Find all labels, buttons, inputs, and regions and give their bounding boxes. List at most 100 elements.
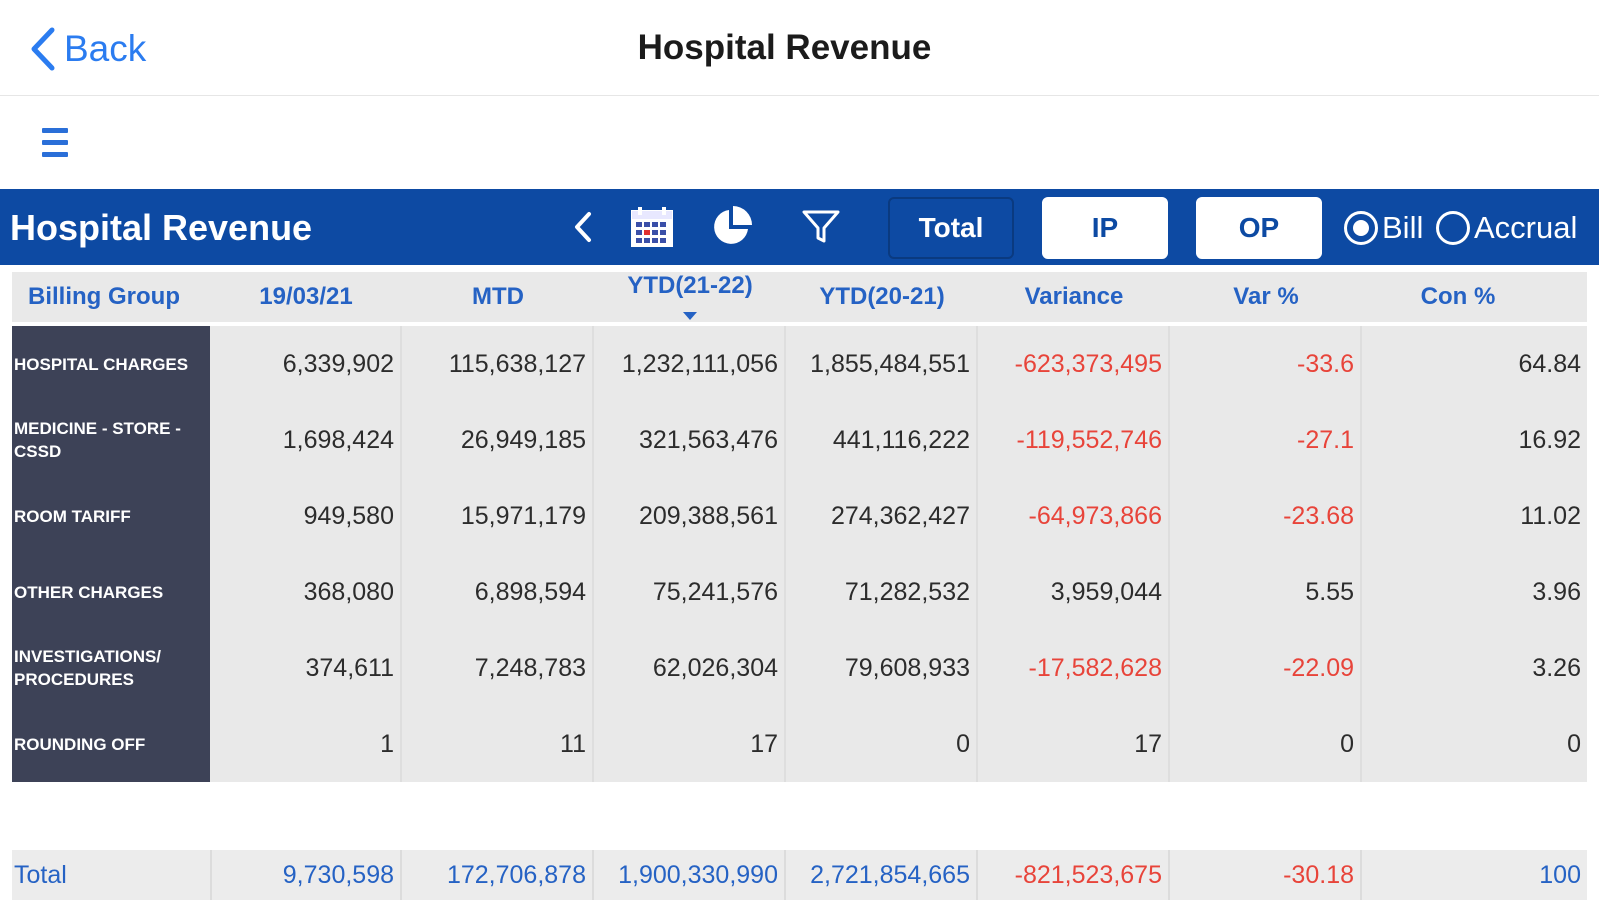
back-label: Back bbox=[64, 28, 147, 69]
table-cell: 441,116,222 bbox=[832, 425, 970, 454]
table-row[interactable]: HOSPITAL CHARGES 6,339,902 115,638,127 1… bbox=[12, 326, 1587, 402]
table-cell: 0 bbox=[956, 729, 970, 758]
table-cell: 17 bbox=[1134, 729, 1162, 758]
table-cell: 26,949,185 bbox=[460, 425, 586, 454]
row-label: INVESTIGATIONS/ PROCEDURES bbox=[12, 630, 210, 706]
total-cell: -30.18 bbox=[1283, 860, 1354, 889]
table-cell: 16.92 bbox=[1518, 425, 1581, 454]
table-cell: 374,611 bbox=[305, 653, 394, 682]
chevron-left-icon bbox=[575, 212, 591, 242]
ip-button[interactable]: IP bbox=[1042, 197, 1168, 259]
total-cell: 2,721,854,665 bbox=[810, 860, 970, 889]
navigation-bar: Back Hospital Revenue bbox=[0, 0, 1599, 96]
table-row[interactable]: ROOM TARIFF 949,580 15,971,179 209,388,5… bbox=[12, 478, 1587, 554]
pie-chart-icon bbox=[714, 206, 752, 244]
table-cell: 11 bbox=[560, 729, 586, 758]
total-cell: 1,900,330,990 bbox=[618, 860, 778, 889]
table-row[interactable]: ROUNDING OFF 1 11 17 0 17 0 0 bbox=[12, 706, 1587, 782]
radio-selected-icon bbox=[1344, 211, 1378, 245]
report-title: Hospital Revenue bbox=[10, 207, 313, 248]
sort-descending-icon bbox=[683, 312, 697, 320]
table-cell: 1,232,111,056 bbox=[621, 349, 778, 378]
table-row[interactable]: MEDICINE - STORE - CSSD 1,698,424 26,949… bbox=[12, 402, 1587, 478]
table-cell: -119,552,746 bbox=[1016, 425, 1163, 454]
table-cell: 64.84 bbox=[1518, 349, 1581, 378]
table-cell: 11.02 bbox=[1520, 501, 1581, 530]
table-row[interactable]: INVESTIGATIONS/ PROCEDURES 374,611 7,248… bbox=[12, 630, 1587, 706]
back-button[interactable]: Back bbox=[28, 26, 146, 72]
total-cell: -821,523,675 bbox=[1014, 860, 1162, 889]
table-cell: 274,362,427 bbox=[830, 501, 970, 530]
filter-icon bbox=[802, 210, 840, 243]
table-cell: 368,080 bbox=[303, 577, 394, 606]
table-cell: 6,898,594 bbox=[474, 577, 586, 606]
table-cell: 79,608,933 bbox=[844, 653, 970, 682]
page-title: Hospital Revenue bbox=[637, 28, 932, 67]
table-cell: -64,973,866 bbox=[1028, 501, 1162, 530]
column-header-var-percent[interactable]: Var % bbox=[1233, 283, 1299, 310]
table-cell: 62,026,304 bbox=[652, 653, 778, 682]
table-cell: 1,855,484,551 bbox=[810, 349, 970, 378]
column-header-ytd-20-21[interactable]: YTD(20-21) bbox=[819, 283, 945, 310]
column-header-mtd[interactable]: MTD bbox=[472, 283, 524, 310]
table-cell: 1,698,424 bbox=[282, 425, 394, 454]
chevron-left-icon bbox=[31, 27, 55, 71]
table-cell: 0 bbox=[1567, 729, 1581, 758]
table-cell: 6,339,902 bbox=[282, 349, 394, 378]
row-label: ROOM TARIFF bbox=[12, 478, 210, 554]
table-cell: 71,282,532 bbox=[844, 577, 970, 606]
table-cell: -17,582,628 bbox=[1028, 653, 1162, 682]
column-header-ytd-21-22[interactable]: YTD(21-22) bbox=[594, 272, 786, 322]
column-header-variance[interactable]: Variance bbox=[1024, 283, 1124, 310]
table-cell: 15,971,179 bbox=[460, 501, 586, 530]
column-header-date[interactable]: 19/03/21 bbox=[259, 283, 353, 310]
previous-button[interactable] bbox=[568, 205, 598, 249]
column-header-ytd-21-22-label: YTD(21-22) bbox=[627, 272, 753, 299]
row-label: MEDICINE - STORE - CSSD bbox=[12, 402, 210, 478]
total-row: Total 9,730,598 172,706,878 1,900,330,99… bbox=[12, 850, 1587, 900]
column-header-billing-group[interactable]: Billing Group bbox=[28, 283, 180, 310]
total-label: Total bbox=[14, 860, 67, 889]
table-cell: 75,241,576 bbox=[652, 577, 778, 606]
table-cell: 0 bbox=[1340, 729, 1354, 758]
table-cell: 115,638,127 bbox=[448, 349, 586, 378]
table-cell: -23.68 bbox=[1283, 501, 1354, 530]
report-toolbar: Hospital Revenue Total bbox=[0, 189, 1599, 265]
row-label: HOSPITAL CHARGES bbox=[12, 326, 210, 402]
table-cell: -33.6 bbox=[1297, 349, 1354, 378]
table-cell: 949,580 bbox=[303, 501, 394, 530]
hamburger-menu-icon[interactable] bbox=[42, 128, 68, 162]
row-label: ROUNDING OFF bbox=[12, 706, 210, 782]
table-cell: -27.1 bbox=[1297, 425, 1354, 454]
column-header-con-percent[interactable]: Con % bbox=[1420, 283, 1496, 310]
table-cell: 17 bbox=[750, 729, 778, 758]
chart-button[interactable] bbox=[706, 205, 756, 249]
accrual-radio[interactable]: Accrual bbox=[1436, 207, 1577, 249]
calendar-icon bbox=[631, 207, 673, 247]
table-cell: 3.96 bbox=[1532, 577, 1581, 606]
op-button[interactable]: OP bbox=[1196, 197, 1322, 259]
table-cell: 7,248,783 bbox=[474, 653, 586, 682]
table-cell: 209,388,561 bbox=[638, 501, 778, 530]
table-cell: -623,373,495 bbox=[1014, 349, 1162, 378]
table-row[interactable]: OTHER CHARGES 368,080 6,898,594 75,241,5… bbox=[12, 554, 1587, 630]
radio-unselected-icon bbox=[1436, 211, 1470, 245]
total-cell: 100 bbox=[1539, 860, 1581, 889]
table-header: Billing Group 19/03/21 MTD YTD(21-22) YT… bbox=[12, 272, 1587, 322]
row-label: OTHER CHARGES bbox=[12, 554, 210, 630]
table-body: HOSPITAL CHARGES 6,339,902 115,638,127 1… bbox=[12, 326, 1587, 782]
table-cell: 321,563,476 bbox=[638, 425, 778, 454]
total-cell: 172,706,878 bbox=[446, 860, 586, 889]
table-cell: 3.26 bbox=[1532, 653, 1581, 682]
bill-radio[interactable]: Bill bbox=[1344, 207, 1423, 249]
table-cell: 3,959,044 bbox=[1050, 577, 1162, 606]
table-cell: 1 bbox=[380, 729, 394, 758]
bill-radio-label: Bill bbox=[1382, 210, 1424, 245]
total-button[interactable]: Total bbox=[888, 197, 1014, 259]
calendar-button[interactable] bbox=[628, 205, 676, 249]
table-cell: 5.55 bbox=[1305, 577, 1354, 606]
table-cell: -22.09 bbox=[1283, 653, 1354, 682]
filter-button[interactable] bbox=[798, 205, 844, 249]
accrual-radio-label: Accrual bbox=[1474, 210, 1578, 245]
total-cell: 9,730,598 bbox=[282, 860, 394, 889]
